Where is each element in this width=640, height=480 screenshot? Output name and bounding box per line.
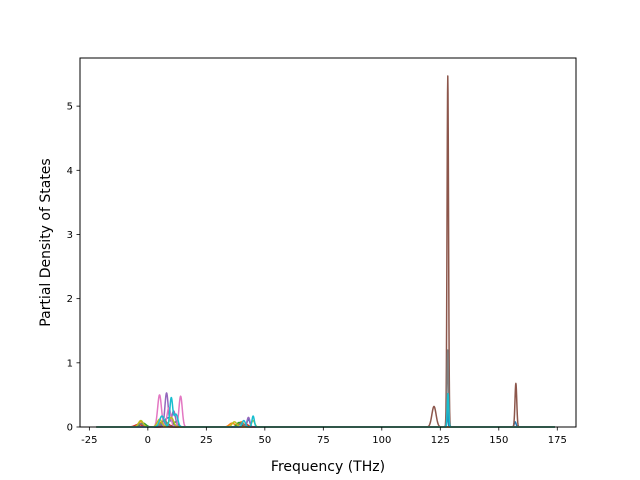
x-axis-title: Frequency (THz) bbox=[271, 459, 385, 475]
x-tick-label: 175 bbox=[548, 435, 567, 446]
y-axis-title: Partial Density of States bbox=[38, 158, 54, 326]
y-tick-label: 2 bbox=[67, 294, 73, 305]
x-tick-label: 0 bbox=[145, 435, 151, 446]
x-tick-label: 125 bbox=[431, 435, 450, 446]
x-tick-label: 50 bbox=[258, 435, 271, 446]
x-tick-label: -25 bbox=[81, 435, 97, 446]
x-tick-label: 25 bbox=[200, 435, 213, 446]
y-tick-label: 3 bbox=[67, 230, 73, 241]
x-axis: -25 0 25 50 75 100 125 150 175 bbox=[81, 427, 567, 446]
y-tick-label: 1 bbox=[67, 358, 73, 369]
y-tick-label: 0 bbox=[67, 423, 73, 434]
y-tick-label: 4 bbox=[67, 166, 73, 177]
y-tick-label: 5 bbox=[67, 102, 73, 113]
x-tick-label: 100 bbox=[372, 435, 391, 446]
x-tick-label: 75 bbox=[317, 435, 330, 446]
x-tick-label: 150 bbox=[489, 435, 508, 446]
axes-frame bbox=[79, 57, 577, 428]
y-axis: 0 1 2 3 4 5 bbox=[67, 102, 80, 434]
